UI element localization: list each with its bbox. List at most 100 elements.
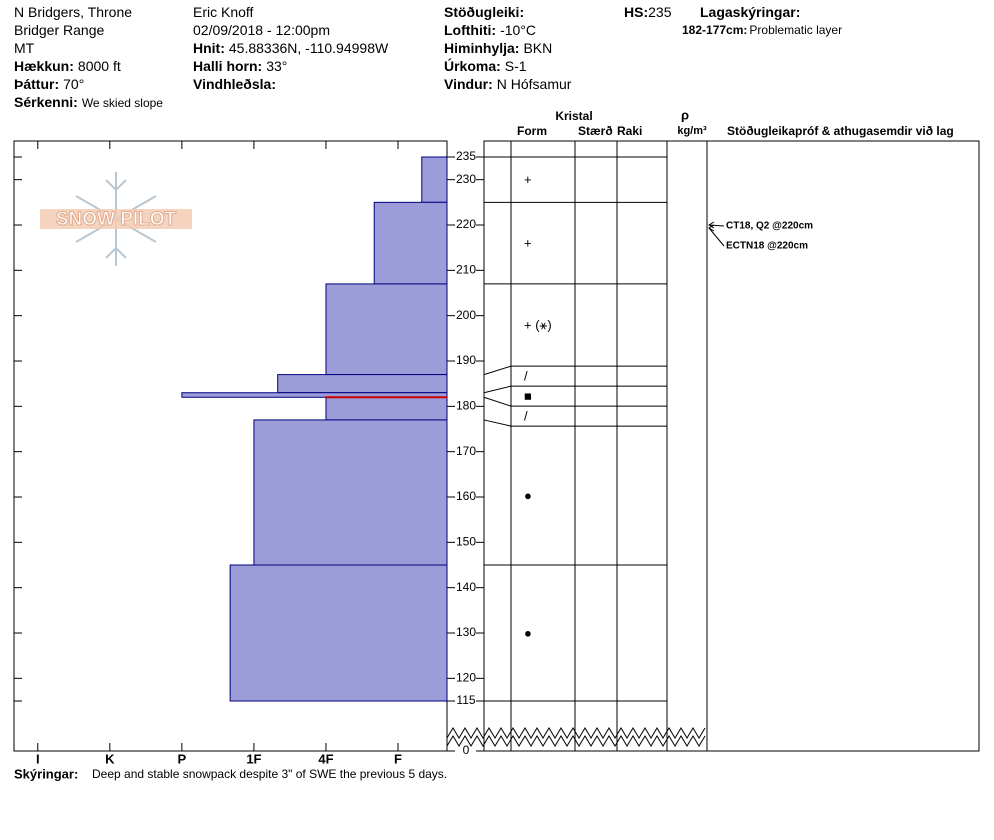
location-line: N Bridgers, Throne [14,4,133,20]
layer-connector [483,365,512,376]
field: Hnit: 45.88336N, -110.94998W [193,39,388,57]
layer-connector [483,385,512,394]
grain-form: + [524,172,532,187]
grain-form: ● [524,625,532,640]
field-value: 235 [648,4,672,20]
hardness-bar [325,283,448,376]
observer: Eric Knoff [193,4,254,20]
logo-text: SNOW PILOT [56,209,177,230]
field: Stöðugleiki: [444,3,528,21]
field-label: Stöðugleiki: [444,4,525,20]
y-tick-label: 160 [456,489,476,503]
field: Hækkun: 8000 ft [14,57,121,75]
test-arrow [708,224,725,227]
y-tick-label: 130 [456,625,476,639]
hardness-bar [373,201,448,285]
field-value: We skied slope [81,96,163,110]
y-tick-label: 140 [456,580,476,594]
field: Halli horn: 33° [193,57,287,75]
field-value: 8000 ft [77,58,121,74]
field-label: Sérkenni: [14,94,78,110]
y-tick-label: 230 [456,172,476,186]
grain-form: + [524,236,532,251]
y-tick-label: 0 [463,743,470,757]
field-value: 45.88336N, -110.94998W [228,40,389,56]
field-value: S-1 [504,58,527,74]
y-tick-label: 180 [456,399,476,413]
location-line: MT [14,40,35,56]
field-label: Þáttur: [14,76,60,92]
hardness-bar [421,156,448,203]
test-arrow-head [708,221,715,229]
test-label: ECTN18 @220cm [726,241,808,252]
field-label: HS: [624,4,649,20]
grain-form: / [524,369,528,384]
table-frame [483,140,708,752]
y-tick-label: 170 [456,444,476,458]
x-tick-label: 4F [318,751,333,766]
logo-stroke [105,246,127,259]
field: HS:235 [624,3,671,21]
x-tick-label: K [105,751,115,766]
hardness-bar [277,374,448,394]
field-value: 33° [266,58,288,74]
column-header: ρ [681,107,689,122]
tests-frame [706,140,980,752]
test-arrow [708,227,725,247]
column-header: Form [517,124,547,138]
logo-stroke [105,179,127,192]
grain-form: ■ [524,389,532,404]
location-line: Bridger Range [14,22,105,38]
column-header: Raki [617,124,642,138]
x-tick-label: 1F [246,751,261,766]
hardness-bar [253,419,448,566]
hardness-bar [181,392,448,398]
test-arrow-head [708,224,715,232]
field: Vindur: N Hófsamur [444,75,571,93]
field: Lofthiti: -10°C [444,21,536,39]
column-header: kg/m³ [677,125,707,137]
field-label: Vindhleðsla: [193,76,276,92]
column-header: Stöðugleikapróf & athugasemdir við lag [727,124,954,138]
layer-note-label: 182-177cm: [682,23,748,37]
field-value: BKN [523,40,553,56]
field-label: Hnit: [193,40,225,56]
grain-form: + (⚹) [524,317,552,332]
y-tick-label: 220 [456,217,476,231]
field-value: -10°C [500,22,537,38]
hardness-bar [325,396,448,421]
column-header: Stærð [578,124,613,138]
y-tick-label: 200 [456,308,476,322]
column-header: Kristal [555,109,592,123]
field-value: 70° [63,76,85,92]
table-columns [510,141,668,751]
notes-label: Skýringar: [14,766,78,781]
field-label: Lagaskýringar: [700,4,801,20]
logo: SNOW PILOT [40,172,192,266]
layer-note-text: Problematic layer [749,23,843,37]
logo-band [40,209,192,229]
notes-text: Deep and stable snowpack despite 3" of S… [92,767,447,781]
grain-form: ● [524,488,532,503]
grain-form: / [524,409,528,424]
field-label: Halli horn: [193,58,263,74]
field-label: Úrkoma: [444,58,501,74]
field-value: N Hófsamur [496,76,572,92]
field: Úrkoma: S-1 [444,57,527,75]
layer-note: 182-177cm: Problematic layer [682,22,842,38]
field: Lagaskýringar: [700,3,804,21]
field-label: Vindur: [444,76,493,92]
y-tick-label: 235 [456,149,476,163]
field: Sérkenni: We skied slope [14,93,163,112]
field: Vindhleðsla: [193,75,280,93]
axis-break [446,727,706,739]
x-tick-label: I [36,751,40,766]
y-tick-label: 210 [456,263,476,277]
field-label: Lofthiti: [444,22,497,38]
y-tick-label: 150 [456,535,476,549]
x-tick-label: F [394,751,402,766]
x-tick-label: P [178,751,187,766]
